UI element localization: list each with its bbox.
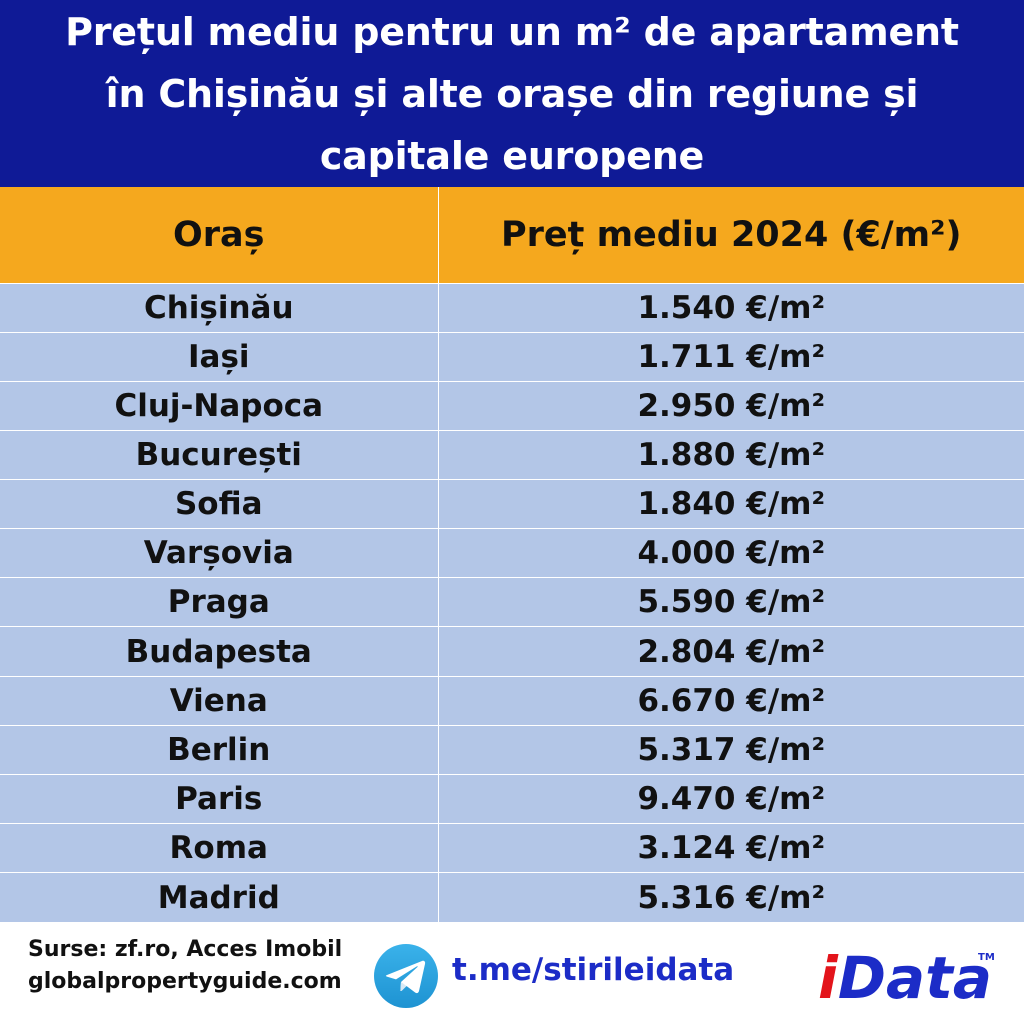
city-cell: Budapesta — [0, 626, 439, 677]
city-cell: Sofia — [0, 479, 439, 529]
table-row: Paris 9.470 €/m² — [0, 773, 1024, 824]
city-cell: București — [0, 429, 439, 480]
logo-text: iData — [818, 944, 992, 1012]
price-cell: 4.000 €/m² — [438, 528, 1024, 578]
price-cell: 3.124 €/m² — [438, 823, 1024, 873]
telegram-icon[interactable] — [373, 943, 439, 1009]
city-cell: Viena — [0, 675, 439, 726]
column-header-price: Preț mediu 2024 (€/m²) — [438, 187, 1024, 283]
table-row: Cluj-Napoca 2.950 €/m² — [0, 380, 1024, 431]
price-cell: 2.804 €/m² — [438, 626, 1024, 677]
city-cell: Praga — [0, 577, 439, 627]
title-line-2: în Chișinău și alte orașe din regiune și — [105, 71, 919, 116]
price-cell: 1.711 €/m² — [438, 331, 1024, 382]
table-row: București 1.880 €/m² — [0, 429, 1024, 480]
city-cell: Paris — [0, 773, 439, 824]
price-cell: 2.950 €/m² — [438, 380, 1024, 431]
price-cell: 6.670 €/m² — [438, 675, 1024, 726]
city-cell: Chișinău — [0, 282, 439, 333]
sources-line-1: Surse: zf.ro, Acces Imobil — [28, 937, 343, 962]
title-line-3: capitale europene — [319, 133, 705, 178]
table-row: Varșovia 4.000 €/m² — [0, 528, 1024, 578]
header-banner: Prețul mediu pentru un m² de apartament … — [0, 0, 1024, 187]
sources-note: Surse: zf.ro, Acces Imobil globalpropert… — [28, 934, 342, 998]
table-row: Budapesta 2.804 €/m² — [0, 626, 1024, 677]
table-row: Praga 5.590 €/m² — [0, 577, 1024, 627]
table-row: Roma 3.124 €/m² — [0, 823, 1024, 873]
price-cell: 5.317 €/m² — [438, 724, 1024, 775]
price-table-container: Oraș Preț mediu 2024 (€/m²) Chișinău 1.54… — [0, 187, 1024, 922]
table-row: Berlin 5.317 €/m² — [0, 724, 1024, 775]
table-row: Viena 6.670 €/m² — [0, 675, 1024, 726]
telegram-link[interactable]: t.me/stirileidata — [452, 952, 735, 988]
price-table: Oraș Preț mediu 2024 (€/m²) Chișinău 1.54… — [0, 187, 1024, 922]
page-title: Prețul mediu pentru un m² de apartament … — [65, 1, 959, 187]
table-header-row: Oraș Preț mediu 2024 (€/m²) — [0, 187, 1024, 283]
table-row: Iași 1.711 €/m² — [0, 331, 1024, 382]
city-cell: Cluj-Napoca — [0, 380, 439, 431]
idata-logo: iData TM — [818, 944, 995, 1012]
price-cell: 5.316 €/m² — [438, 872, 1024, 922]
price-cell: 5.590 €/m² — [438, 577, 1024, 627]
column-header-city: Oraș — [0, 187, 439, 283]
city-cell: Roma — [0, 823, 439, 873]
price-cell: 9.470 €/m² — [438, 773, 1024, 824]
table-row: Madrid 5.316 €/m² — [0, 872, 1024, 922]
city-cell: Iași — [0, 331, 439, 382]
footer: Surse: zf.ro, Acces Imobil globalpropert… — [0, 922, 1024, 1024]
city-cell: Berlin — [0, 724, 439, 775]
price-cell: 1.880 €/m² — [438, 429, 1024, 480]
price-cell: 1.540 €/m² — [438, 282, 1024, 333]
city-cell: Madrid — [0, 872, 439, 922]
price-cell: 1.840 €/m² — [438, 479, 1024, 529]
title-line-1: Prețul mediu pentru un m² de apartament — [65, 9, 959, 54]
logo-tm: TM — [978, 952, 995, 963]
table-row: Sofia 1.840 €/m² — [0, 479, 1024, 529]
sources-line-2[interactable]: globalpropertyguide.com — [28, 969, 342, 994]
city-cell: Varșovia — [0, 528, 439, 578]
table-row: Chișinău 1.540 €/m² — [0, 282, 1024, 333]
